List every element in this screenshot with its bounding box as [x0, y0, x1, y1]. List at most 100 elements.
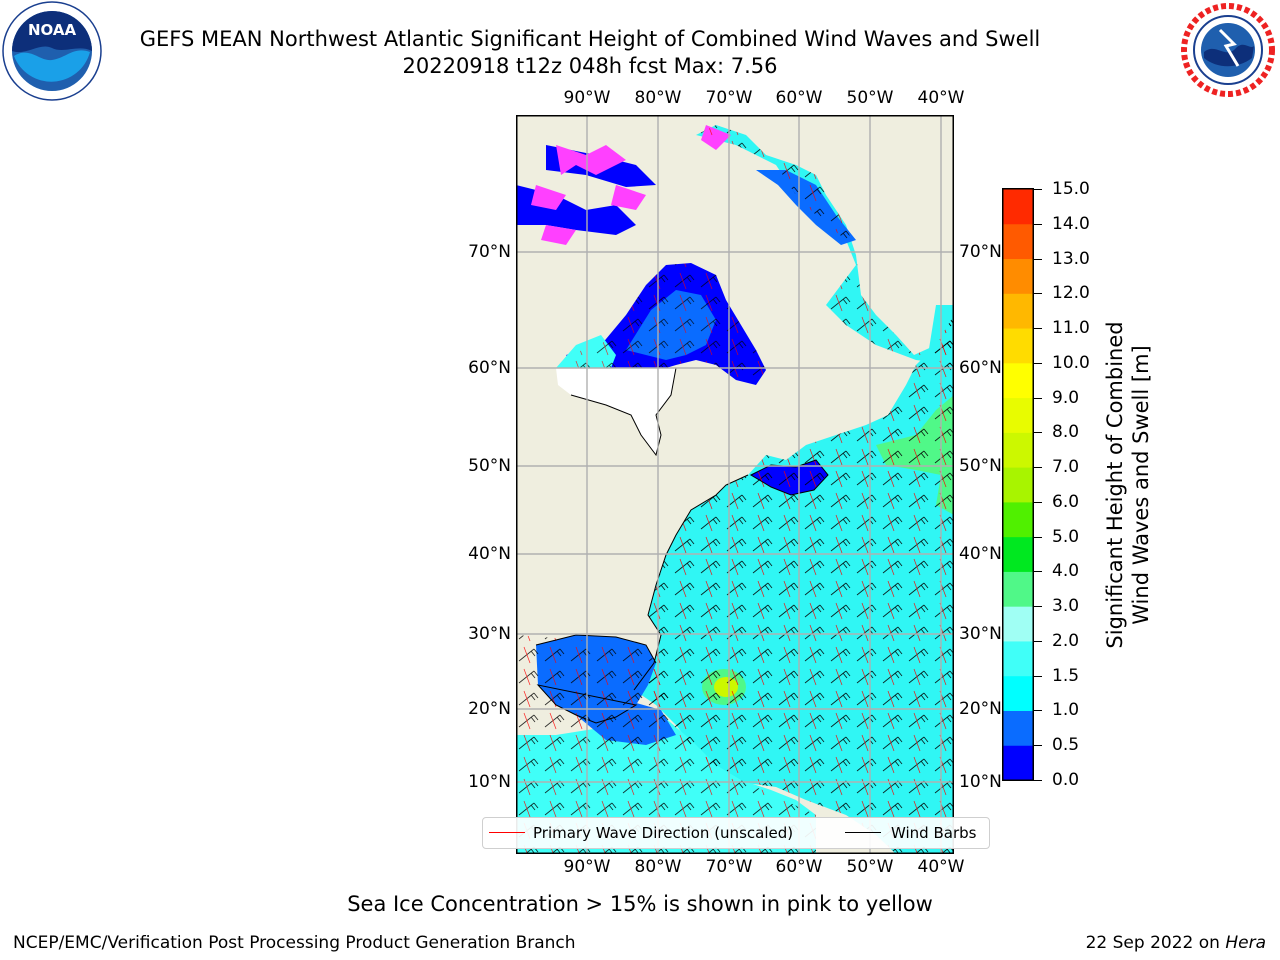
legend-wind-barbs-label: Wind Barbs [891, 824, 977, 842]
title-block: GEFS MEAN Northwest Atlantic Significant… [0, 26, 1192, 82]
sea-ice-note: Sea Ice Concentration > 15% is shown in … [347, 892, 933, 916]
colorbar-segment [1003, 467, 1033, 503]
lat-tick-left-50n: 50°N [468, 456, 511, 476]
colorbar-segment [1003, 536, 1033, 572]
title-line-2: 20220918 t12z 048h fcst Max: 7.56 [402, 54, 778, 78]
colorbar-tick-label: 2.0 [1052, 630, 1080, 651]
colorbar-tick-label: 11.0 [1052, 318, 1090, 339]
colorbar-segment [1003, 606, 1033, 642]
lon-tick-bottom-80w: 80°W [634, 857, 682, 877]
colorbar-tick-mark [1034, 536, 1042, 538]
map-panel [516, 115, 954, 854]
lat-tick-left-40n: 40°N [468, 544, 511, 564]
colorbar-tick-label: 0.5 [1052, 735, 1080, 756]
colorbar-tick-label: 5.0 [1052, 526, 1080, 547]
colorbar-tick-mark [1034, 745, 1042, 747]
lon-tick-bottom-90w: 90°W [563, 857, 611, 877]
colorbar-segment [1003, 189, 1033, 225]
colorbar-segment [1003, 745, 1033, 781]
lat-tick-right-60n: 60°N [959, 358, 1002, 378]
lon-tick-top-60w: 60°W [775, 88, 823, 108]
wind-barb-field [634, 315, 954, 854]
colorbar-tick-mark [1034, 432, 1042, 434]
lat-tick-left-20n: 20°N [468, 699, 511, 719]
colorbar-tick-label: 4.0 [1052, 561, 1080, 582]
lon-tick-top-90w: 90°W [563, 88, 611, 108]
lon-tick-bottom-60w: 60°W [775, 857, 823, 877]
colorbar-tick-label: 8.0 [1052, 422, 1080, 443]
colorbar-segment [1003, 675, 1033, 711]
footer-date: 22 Sep 2022 on Hera [1086, 933, 1266, 953]
title-line-1: GEFS MEAN Northwest Atlantic Significant… [139, 27, 1041, 51]
colorbar-tick-mark [1034, 293, 1042, 295]
lat-tick-right-50n: 50°N [959, 456, 1002, 476]
colorbar-tick-mark [1034, 258, 1042, 260]
colorbar-segment [1003, 293, 1033, 329]
colorbar-tick-mark [1034, 189, 1042, 190]
colorbar-tick-label: 15.0 [1052, 179, 1090, 199]
colorbar-tick-label: 6.0 [1052, 491, 1080, 512]
colorbar-segment [1003, 223, 1033, 260]
colorbar-tick-mark [1034, 606, 1042, 608]
nws-logo [1181, 3, 1275, 97]
lat-tick-left-10n: 10°N [468, 772, 511, 792]
colorbar-segment [1003, 362, 1033, 399]
colorbar-label-line: Significant Height of Combined [1103, 321, 1127, 649]
map-legend: Primary Wave Direction (unscaled) Wind B… [482, 817, 990, 849]
lat-tick-right-10n: 10°N [959, 772, 1002, 792]
lon-tick-bottom-50w: 50°W [846, 857, 894, 877]
colorbar-frame [1002, 188, 1034, 781]
colorbar-tick-label: 1.5 [1052, 665, 1080, 686]
colorbar-segment [1003, 328, 1033, 364]
colorbar-tick-label: 10.0 [1052, 352, 1090, 373]
colorbar-label-line: Wind Waves and Swell [m] [1129, 345, 1153, 625]
colorbar-tick-mark [1034, 640, 1042, 642]
colorbar-segment [1003, 258, 1033, 294]
colorbar-segment [1003, 640, 1033, 677]
colorbar-segment [1003, 710, 1033, 746]
footer-credit: NCEP/EMC/Verification Post Processing Pr… [13, 933, 576, 953]
colorbar-tick-mark [1034, 571, 1042, 573]
legend-primary-wave-label: Primary Wave Direction (unscaled) [533, 824, 794, 842]
colorbar-tick-mark [1034, 780, 1042, 781]
lat-tick-right-20n: 20°N [959, 699, 1002, 719]
legend-wind-barbs-swatch [845, 832, 881, 833]
colorbar-label: Significant Height of Combined Wind Waves… [1102, 321, 1154, 648]
no-data-region [556, 368, 676, 455]
footer-host: Hera [1225, 933, 1266, 953]
colorbar-tick-label: 13.0 [1052, 248, 1090, 269]
colorbar [1002, 188, 1034, 781]
colorbar-tick-label: 12.0 [1052, 283, 1090, 304]
lon-tick-bottom-40w: 40°W [917, 857, 965, 877]
colorbar-tick-mark [1034, 675, 1042, 677]
colorbar-tick-mark [1034, 223, 1042, 225]
colorbar-tick-label: 9.0 [1052, 387, 1080, 408]
legend-primary-wave-swatch [489, 832, 525, 833]
footer-date-text: 22 Sep 2022 on [1085, 933, 1220, 953]
sea-ice-arctic [531, 125, 731, 245]
lat-tick-left-30n: 30°N [468, 624, 511, 644]
colorbar-tick-mark [1034, 467, 1042, 469]
colorbar-tick-mark [1034, 397, 1042, 399]
noaa-logo-text: NOAA [28, 21, 77, 39]
graticule [516, 115, 954, 854]
map-frame [516, 115, 954, 854]
colorbar-tick-label: 3.0 [1052, 596, 1080, 617]
colorbar-tick-label: 14.0 [1052, 213, 1090, 234]
colorbar-tick-mark [1034, 710, 1042, 712]
colorbar-segment [1003, 501, 1033, 538]
wind-barb-field-hudson [566, 263, 766, 385]
lon-tick-top-40w: 40°W [917, 88, 965, 108]
colorbar-segment [1003, 571, 1033, 607]
lat-tick-right-70n: 70°N [959, 242, 1002, 262]
wind-barb-field-caribbean [516, 635, 816, 854]
lat-tick-left-70n: 70°N [468, 242, 511, 262]
colorbar-segment [1003, 432, 1033, 468]
colorbar-tick-label: 0.0 [1052, 770, 1080, 790]
lon-tick-top-70w: 70°W [705, 88, 753, 108]
colorbar-segment [1003, 397, 1033, 433]
lon-tick-top-50w: 50°W [846, 88, 894, 108]
lat-tick-right-40n: 40°N [959, 544, 1002, 564]
lat-tick-left-60n: 60°N [468, 358, 511, 378]
colorbar-tick-label: 7.0 [1052, 457, 1080, 478]
